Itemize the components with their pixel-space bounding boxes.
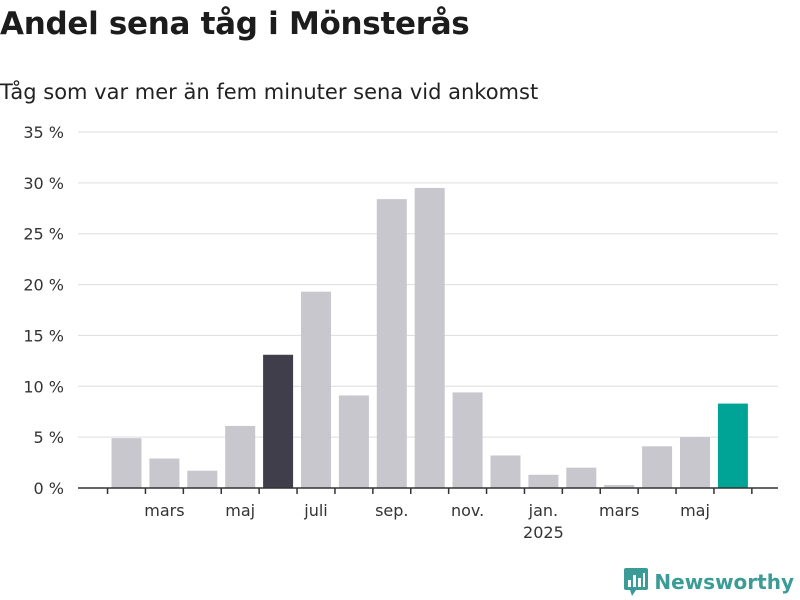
y-tick-label: 35 % — [23, 123, 64, 142]
y-tick-label: 10 % — [23, 377, 64, 396]
bar-juni — [717, 403, 748, 488]
bar-nov — [452, 392, 483, 488]
chart-title: Andel sena tåg i Mönsterås — [0, 6, 470, 42]
y-tick-label: 15 % — [23, 326, 64, 345]
newsworthy-logo-icon — [624, 568, 649, 596]
newsworthy-logo: Newsworthy — [624, 568, 794, 596]
y-tick-label: 25 % — [23, 225, 64, 244]
bar-apr — [187, 470, 218, 488]
bar-feb — [111, 438, 142, 488]
bar-sep — [376, 199, 407, 489]
bar-mars — [149, 458, 180, 488]
bar-juni — [263, 354, 294, 488]
x-tick-label: nov. — [451, 501, 484, 520]
bar-mars — [604, 484, 635, 488]
bar-okt — [414, 187, 445, 488]
x-tick-label: mars — [599, 501, 639, 520]
bar-maj — [680, 437, 710, 488]
bar-aug — [338, 395, 369, 488]
y-tick-label: 0 % — [34, 479, 64, 498]
x-tick-label: mars — [144, 501, 184, 520]
x-tick-label: sep. — [375, 501, 408, 520]
x-tick-label: jan. — [528, 501, 558, 520]
bar-feb — [566, 467, 597, 488]
brand-name: Newsworthy — [654, 570, 794, 594]
chart-subtitle: Tåg som var mer än fem minuter sena vid … — [0, 80, 539, 104]
bar-juli — [301, 291, 331, 488]
bar-dec — [490, 455, 521, 488]
x-tick-label: juli — [303, 501, 327, 520]
bar-maj — [225, 425, 256, 488]
bar-jan — [528, 474, 559, 488]
y-tick-label: 20 % — [23, 276, 64, 295]
x-tick-label: maj — [225, 501, 255, 520]
y-tick-label: 30 % — [23, 174, 64, 193]
y-tick-label: 5 % — [34, 428, 64, 447]
x-tick-label: maj — [680, 501, 710, 520]
bar-apr — [642, 446, 673, 488]
x-tick-year-label: 2025 — [523, 523, 564, 542]
